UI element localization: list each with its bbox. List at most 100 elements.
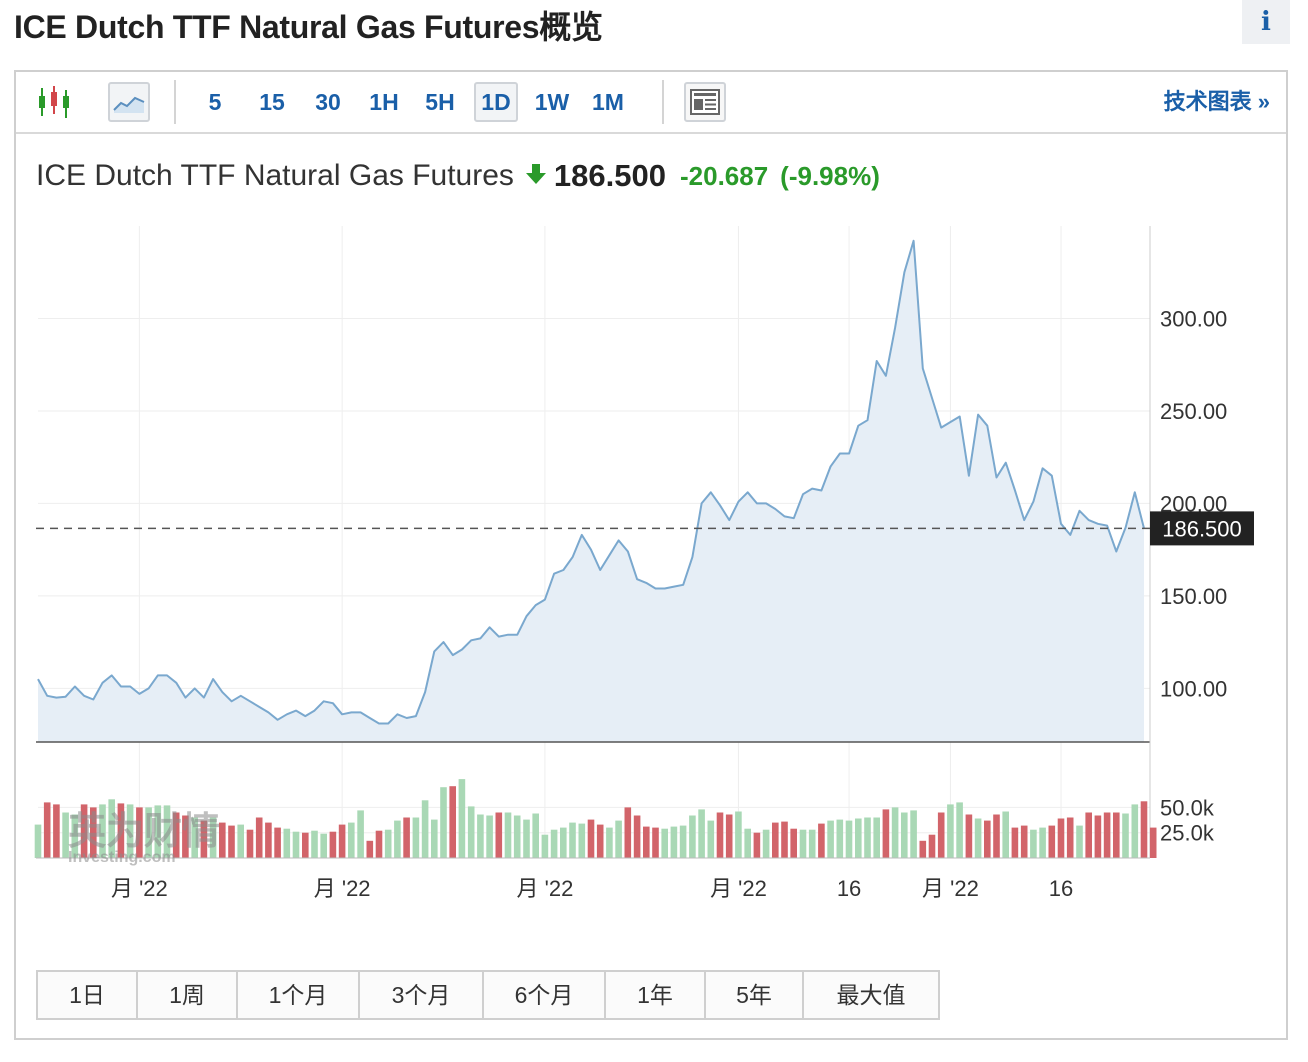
range-1m[interactable]: 1个月 — [238, 972, 360, 1018]
volume-bar — [136, 807, 143, 858]
volume-bar — [845, 820, 853, 858]
volume-bar — [62, 812, 69, 858]
watermark-logo: 英为财情 — [68, 809, 220, 853]
last-price: 186.500 — [553, 158, 666, 193]
volume-bar — [689, 815, 696, 858]
x-tick-label: 月 '22 — [710, 876, 767, 901]
range-6m[interactable]: 6个月 — [484, 972, 606, 1018]
volume-bar — [652, 827, 659, 858]
volume-bar — [532, 813, 539, 858]
line-chart-icon[interactable] — [108, 82, 150, 122]
volume-tick-label: 25.0k — [1160, 821, 1215, 846]
volume-bar — [707, 820, 715, 858]
volume-bar — [1113, 812, 1120, 858]
volume-bar — [99, 804, 106, 858]
watermark-logo-en: Investing.com — [68, 849, 176, 866]
volume-bar — [1103, 812, 1111, 858]
volume-bar — [228, 825, 235, 858]
volume-bar — [357, 810, 364, 858]
interval-5h[interactable]: 5H — [425, 89, 455, 115]
volume-bar — [984, 820, 991, 858]
volume-bar — [716, 812, 724, 858]
volume-bar — [744, 828, 751, 858]
volume-bar — [504, 812, 512, 858]
volume-bar — [615, 820, 622, 858]
volume-bar — [108, 799, 115, 858]
volume-bar — [375, 830, 383, 858]
volume-bar — [477, 814, 484, 858]
volume-bar — [901, 812, 908, 858]
last-price-tag — [1150, 511, 1254, 546]
volume-bar — [661, 828, 668, 858]
info-button[interactable]: i — [1242, 0, 1290, 44]
volume-bar — [799, 829, 807, 858]
volume-bar — [947, 804, 954, 858]
toolbar-separator — [662, 80, 664, 124]
volume-bar — [1048, 825, 1056, 858]
volume-bar — [891, 807, 899, 858]
range-3m[interactable]: 3个月 — [360, 972, 484, 1018]
volume-bar — [338, 824, 346, 858]
page-title: ICE Dutch TTF Natural Gas Futures概览 — [14, 9, 603, 45]
volume-bar — [1039, 827, 1046, 858]
volume-bar — [679, 825, 687, 858]
quote-header: ICE Dutch TTF Natural Gas Futures 186.50… — [36, 156, 880, 196]
volume-bar — [827, 820, 834, 858]
volume-bar — [311, 830, 318, 858]
volume-bar — [606, 827, 613, 858]
volume-bar — [384, 829, 392, 858]
x-tick-label: 月 '22 — [517, 876, 574, 901]
x-tick-label: 月 '22 — [922, 876, 979, 901]
layout-icon[interactable] — [684, 82, 726, 122]
volume-bar — [808, 829, 816, 858]
volume-bar — [265, 822, 272, 858]
volume-bar — [937, 812, 945, 858]
volume-bar — [71, 814, 79, 858]
volume-bar — [633, 815, 641, 858]
volume-bar — [1066, 817, 1074, 858]
volume-bar — [237, 824, 244, 858]
volume-bar — [90, 807, 97, 858]
y-tick-label: 150.00 — [1160, 584, 1227, 609]
volume-bar — [1020, 825, 1028, 858]
range-max[interactable]: 最大值 — [836, 982, 906, 1008]
x-tick-label: 月 '22 — [111, 876, 168, 901]
interval-1h[interactable]: 1H — [369, 89, 399, 115]
technical-chart-link[interactable]: 技术图表 » — [1163, 89, 1270, 114]
volume-bar — [1140, 801, 1148, 858]
volume-bar — [1076, 825, 1083, 858]
range-5y[interactable]: 5年 — [706, 972, 804, 1018]
volume-bar — [772, 822, 779, 858]
interval-5[interactable]: 5 — [208, 89, 222, 115]
candlestick-chart-icon[interactable] — [34, 82, 74, 122]
volume-bar — [320, 833, 327, 858]
interval-1w[interactable]: 1W — [534, 89, 570, 115]
volume-bar — [412, 817, 420, 858]
volume-bar — [182, 815, 189, 858]
interval-15[interactable]: 15 — [259, 89, 285, 115]
price-change-percent: (-9.98%) — [780, 160, 880, 191]
volume-bar — [209, 817, 217, 858]
volume-bar — [1149, 827, 1157, 858]
range-1d[interactable]: 1日 — [38, 972, 138, 1018]
interval-1m[interactable]: 1M — [592, 89, 624, 115]
volume-bar — [1131, 804, 1139, 858]
y-tick-label: 300.00 — [1160, 306, 1227, 331]
interval-1d[interactable]: 1D — [474, 82, 518, 122]
volume-bar — [458, 779, 466, 858]
interval-30[interactable]: 30 — [315, 89, 341, 115]
volume-bar — [117, 803, 125, 858]
volume-bar — [43, 802, 51, 858]
range-1y[interactable]: 1年 — [606, 972, 706, 1018]
volume-bar — [1030, 829, 1037, 858]
price-chart[interactable]: 186.500 100.00 150.00 200.00 250.00 300.00 25.… — [16, 72, 1286, 922]
range-1w[interactable]: 1周 — [138, 972, 238, 1018]
volume-bar — [431, 819, 438, 858]
volume-bar — [928, 834, 936, 858]
volume-bar — [348, 822, 355, 858]
volume-bar — [855, 818, 862, 858]
volume-bar — [643, 826, 650, 858]
volume-bar — [513, 815, 521, 858]
y-tick-label: 250.00 — [1160, 399, 1227, 424]
last-price-label: 186.500 — [1162, 516, 1242, 541]
